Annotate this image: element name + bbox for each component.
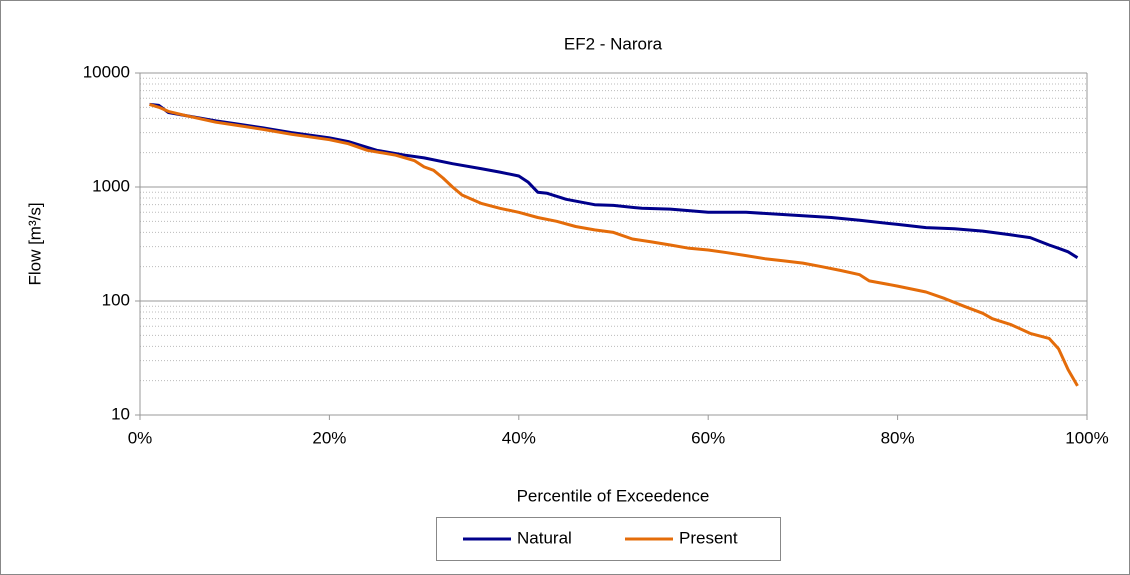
y-tick-label: 100 bbox=[102, 290, 130, 309]
x-tick-label: 40% bbox=[502, 428, 536, 447]
series-line bbox=[149, 102, 1079, 387]
legend-label: Natural bbox=[517, 528, 572, 547]
x-tick-label: 100% bbox=[1065, 428, 1108, 447]
x-axis-title: Percentile of Exceedence bbox=[517, 486, 710, 505]
y-tick-label: 10000 bbox=[83, 62, 130, 81]
chart-title: EF2 - Narora bbox=[564, 34, 663, 53]
y-tick-label: 1000 bbox=[92, 176, 130, 195]
x-tick-label: 60% bbox=[691, 428, 725, 447]
y-axis-title: Flow [m³/s] bbox=[25, 202, 44, 285]
x-tick-label: 0% bbox=[128, 428, 153, 447]
x-tick-label: 80% bbox=[881, 428, 915, 447]
y-tick-label: 10 bbox=[111, 404, 130, 423]
x-tick-label: 20% bbox=[312, 428, 346, 447]
series-line bbox=[149, 102, 1079, 259]
legend-label: Present bbox=[679, 528, 738, 547]
